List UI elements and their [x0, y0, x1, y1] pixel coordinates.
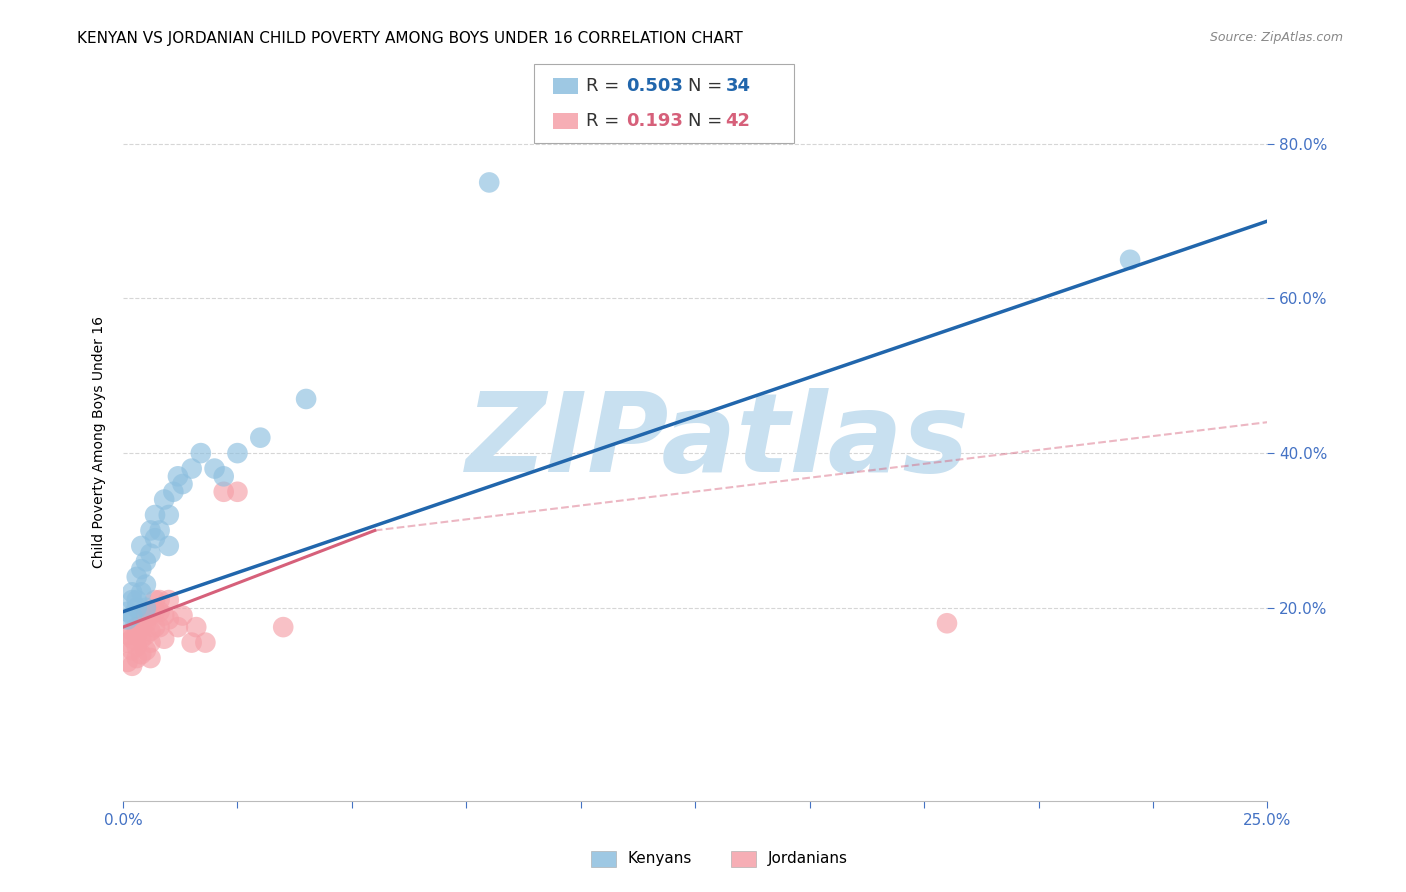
- Point: [167, 469, 190, 483]
- Point: [117, 635, 139, 649]
- Text: N =: N =: [688, 112, 727, 130]
- Point: [121, 585, 143, 599]
- Point: [194, 635, 217, 649]
- Point: [125, 600, 148, 615]
- Point: [180, 635, 202, 649]
- Point: [295, 392, 318, 406]
- Point: [157, 508, 180, 522]
- Point: [135, 643, 157, 657]
- Point: [125, 651, 148, 665]
- Bar: [731, 851, 756, 867]
- Point: [271, 620, 294, 634]
- Point: [226, 484, 249, 499]
- Point: [121, 658, 143, 673]
- Point: [153, 632, 176, 646]
- Point: [139, 635, 162, 649]
- Point: [249, 431, 271, 445]
- Point: [180, 461, 202, 475]
- Point: [162, 484, 184, 499]
- Bar: [591, 851, 616, 867]
- Point: [135, 600, 157, 615]
- Point: [121, 643, 143, 657]
- Point: [125, 640, 148, 654]
- Point: [139, 547, 162, 561]
- Point: [135, 628, 157, 642]
- Point: [131, 562, 153, 576]
- Text: ZIPatlas: ZIPatlas: [467, 388, 970, 495]
- Point: [131, 539, 153, 553]
- Text: Jordanians: Jordanians: [768, 852, 848, 866]
- Point: [135, 554, 157, 568]
- Point: [125, 628, 148, 642]
- Point: [143, 531, 166, 545]
- Point: [149, 524, 172, 538]
- Text: KENYAN VS JORDANIAN CHILD POVERTY AMONG BOYS UNDER 16 CORRELATION CHART: KENYAN VS JORDANIAN CHILD POVERTY AMONG …: [77, 31, 744, 46]
- Point: [172, 608, 194, 623]
- Point: [117, 655, 139, 669]
- Point: [117, 612, 139, 626]
- Point: [143, 508, 166, 522]
- Bar: [553, 113, 578, 129]
- Point: [478, 176, 501, 190]
- Point: [167, 620, 190, 634]
- Point: [212, 484, 235, 499]
- Point: [135, 605, 157, 619]
- Point: [212, 469, 235, 483]
- Point: [131, 647, 153, 661]
- Point: [131, 620, 153, 634]
- Point: [190, 446, 212, 460]
- Point: [143, 605, 166, 619]
- Point: [157, 593, 180, 607]
- Text: 0.503: 0.503: [626, 77, 682, 95]
- Point: [149, 620, 172, 634]
- Point: [143, 620, 166, 634]
- Point: [226, 446, 249, 460]
- Text: R =: R =: [586, 112, 626, 130]
- Point: [186, 620, 208, 634]
- Text: 34: 34: [725, 77, 751, 95]
- Point: [172, 477, 194, 491]
- Point: [135, 616, 157, 631]
- Point: [149, 605, 172, 619]
- Point: [139, 608, 162, 623]
- Point: [117, 605, 139, 619]
- Point: [131, 608, 153, 623]
- FancyBboxPatch shape: [534, 64, 794, 143]
- Point: [121, 593, 143, 607]
- Point: [1119, 252, 1142, 267]
- Point: [153, 608, 176, 623]
- Point: [117, 628, 139, 642]
- Text: R =: R =: [586, 77, 626, 95]
- Point: [131, 632, 153, 646]
- Point: [121, 632, 143, 646]
- Text: N =: N =: [688, 77, 727, 95]
- Point: [121, 608, 143, 623]
- Point: [936, 616, 959, 631]
- Point: [125, 620, 148, 634]
- Point: [143, 593, 166, 607]
- Point: [153, 492, 176, 507]
- Point: [125, 593, 148, 607]
- Point: [139, 524, 162, 538]
- Point: [149, 593, 172, 607]
- Text: 42: 42: [725, 112, 751, 130]
- Text: Kenyans: Kenyans: [627, 852, 692, 866]
- Point: [125, 570, 148, 584]
- Point: [157, 539, 180, 553]
- Bar: [553, 78, 578, 95]
- Point: [139, 624, 162, 638]
- Point: [204, 461, 226, 475]
- Point: [121, 624, 143, 638]
- Point: [131, 585, 153, 599]
- Point: [139, 651, 162, 665]
- Text: 0.193: 0.193: [626, 112, 682, 130]
- Point: [157, 612, 180, 626]
- Point: [135, 577, 157, 591]
- Text: Source: ZipAtlas.com: Source: ZipAtlas.com: [1209, 31, 1343, 45]
- Y-axis label: Child Poverty Among Boys Under 16: Child Poverty Among Boys Under 16: [93, 316, 107, 567]
